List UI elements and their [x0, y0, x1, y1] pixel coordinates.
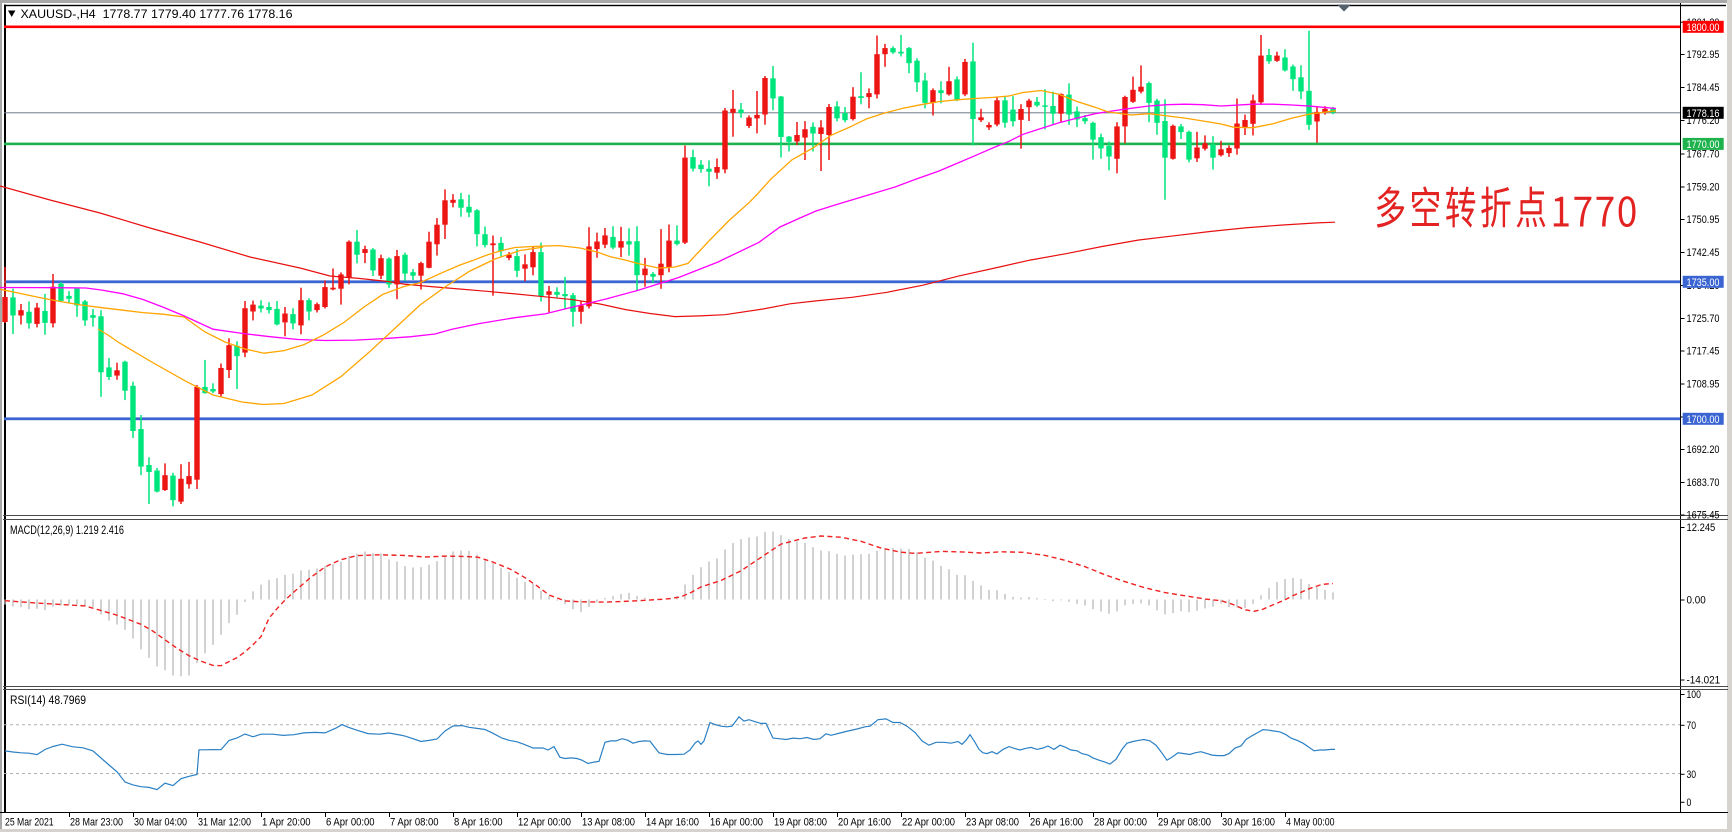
svg-text:28 Apr 00:00: 28 Apr 00:00 [1094, 817, 1147, 829]
svg-text:-14.021: -14.021 [1687, 675, 1721, 687]
svg-text:8 Apr 16:00: 8 Apr 16:00 [454, 817, 503, 829]
svg-text:30: 30 [1687, 769, 1697, 781]
svg-text:0: 0 [1687, 797, 1692, 809]
svg-text:4 May 00:00: 4 May 00:00 [1286, 817, 1335, 829]
svg-text:1767.70: 1767.70 [1687, 149, 1720, 161]
svg-text:28 Mar 23:00: 28 Mar 23:00 [70, 817, 123, 829]
svg-text:29 Apr 08:00: 29 Apr 08:00 [1158, 817, 1211, 829]
svg-text:1675.45: 1675.45 [1687, 510, 1720, 522]
svg-text:19 Apr 08:00: 19 Apr 08:00 [774, 817, 827, 829]
svg-text:26 Apr 16:00: 26 Apr 16:00 [1030, 817, 1083, 829]
svg-text:30 Mar 04:00: 30 Mar 04:00 [134, 817, 187, 829]
svg-text:23 Apr 08:00: 23 Apr 08:00 [966, 817, 1019, 829]
svg-text:1750.95: 1750.95 [1687, 214, 1720, 226]
svg-text:XAUUSD-,H4 1778.77 1779.40 17: XAUUSD-,H4 1778.77 1779.40 1777.76 1778.… [21, 7, 293, 21]
svg-text:25 Mar 2021: 25 Mar 2021 [5, 817, 54, 829]
svg-text:22 Apr 00:00: 22 Apr 00:00 [902, 817, 955, 829]
svg-text:70: 70 [1687, 720, 1697, 732]
svg-text:0.00: 0.00 [1687, 595, 1706, 607]
svg-text:16 Apr 00:00: 16 Apr 00:00 [710, 817, 763, 829]
svg-text:31 Mar 12:00: 31 Mar 12:00 [198, 817, 251, 829]
svg-text:12 Apr 00:00: 12 Apr 00:00 [518, 817, 571, 829]
svg-text:6 Apr 00:00: 6 Apr 00:00 [326, 817, 375, 829]
svg-text:1770.00: 1770.00 [1687, 139, 1720, 151]
svg-text:1800.00: 1800.00 [1687, 22, 1720, 34]
svg-text:1735.00: 1735.00 [1687, 277, 1720, 289]
svg-text:1759.20: 1759.20 [1687, 182, 1720, 194]
svg-text:20 Apr 16:00: 20 Apr 16:00 [838, 817, 891, 829]
svg-text:1792.95: 1792.95 [1687, 49, 1720, 61]
svg-text:1708.95: 1708.95 [1687, 379, 1720, 391]
svg-text:13 Apr 08:00: 13 Apr 08:00 [582, 817, 635, 829]
svg-text:1725.70: 1725.70 [1687, 313, 1720, 325]
svg-text:1683.70: 1683.70 [1687, 477, 1720, 489]
svg-text:RSI(14) 48.7969: RSI(14) 48.7969 [10, 695, 86, 707]
svg-text:1700.00: 1700.00 [1687, 414, 1720, 426]
svg-text:1778.16: 1778.16 [1687, 108, 1720, 120]
svg-text:1784.45: 1784.45 [1687, 82, 1720, 94]
svg-text:MACD(12,26,9) 1.219 2.416: MACD(12,26,9) 1.219 2.416 [10, 525, 124, 537]
svg-text:1 Apr 20:00: 1 Apr 20:00 [262, 817, 311, 829]
svg-text:7 Apr 08:00: 7 Apr 08:00 [390, 817, 439, 829]
svg-text:14 Apr 16:00: 14 Apr 16:00 [646, 817, 699, 829]
svg-text:30 Apr 16:00: 30 Apr 16:00 [1222, 817, 1275, 829]
svg-text:12.245: 12.245 [1687, 522, 1716, 534]
svg-text:100: 100 [1687, 689, 1701, 701]
svg-text:1742.45: 1742.45 [1687, 247, 1720, 259]
svg-text:1717.45: 1717.45 [1687, 346, 1720, 358]
svg-text:1692.20: 1692.20 [1687, 444, 1720, 456]
